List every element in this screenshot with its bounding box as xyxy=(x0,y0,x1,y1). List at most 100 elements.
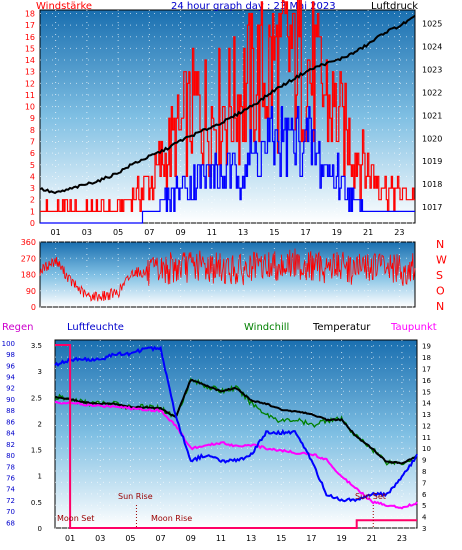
temp-tick-label: 3 xyxy=(422,525,426,533)
temp-tick-label: 7 xyxy=(422,479,426,487)
left-tick-label: 13 xyxy=(25,68,35,77)
rain-tick-label: 2 xyxy=(38,420,42,428)
left-tick-label: 0 xyxy=(30,219,35,228)
rain-label: Regen xyxy=(2,322,34,333)
compass-label: S xyxy=(436,269,443,282)
compass-label: O xyxy=(436,285,445,298)
humidity-tick-label: 94 xyxy=(6,373,15,381)
left-tick-label: 5 xyxy=(30,161,35,170)
series-windchill xyxy=(54,377,418,466)
rain-tick-label: 3.5 xyxy=(31,342,42,350)
humidity-tick-label: 68 xyxy=(6,519,15,527)
x-tick-label: 07 xyxy=(144,228,154,237)
temp-tick-label: 16 xyxy=(422,377,431,385)
left-tick-label: 8 xyxy=(30,126,35,135)
humidity-tick-label: 92 xyxy=(6,385,15,393)
series-dewpoint xyxy=(54,400,418,510)
temp-tick-label: 17 xyxy=(422,365,431,373)
left-tick-label: 12 xyxy=(25,79,35,88)
x-tick-label: 01 xyxy=(51,228,61,237)
right-tick-label: 1023 xyxy=(422,66,442,75)
humidity-tick-label: 96 xyxy=(6,362,15,370)
humidity-tick-label: 84 xyxy=(6,430,15,438)
x-tick-label: 15 xyxy=(276,534,286,543)
x-tick-label: 21 xyxy=(367,534,377,543)
humidity-tick-label: 88 xyxy=(6,407,15,415)
temp-tick-label: 11 xyxy=(422,434,431,442)
dewpoint-label: Taupunkt xyxy=(390,322,437,333)
series-temperature xyxy=(54,378,418,465)
series-humidity xyxy=(54,345,418,503)
x-tick-label: 21 xyxy=(363,228,373,237)
rain-tick-label: 1 xyxy=(38,473,42,481)
temp-tick-label: 15 xyxy=(422,388,431,396)
left-tick-label: 10 xyxy=(25,103,35,112)
temp-tick-label: 10 xyxy=(422,445,431,453)
right-tick-label: 1019 xyxy=(422,157,442,166)
temp-tick-label: 12 xyxy=(422,422,431,430)
humidity-tick-label: 82 xyxy=(6,441,15,449)
x-tick-label: 19 xyxy=(336,534,346,543)
left-tick-label: 16 xyxy=(25,33,35,42)
temp-tick-label: 19 xyxy=(422,343,431,351)
humidity-tick-label: 74 xyxy=(6,486,15,494)
left-tick-label: 3 xyxy=(30,184,35,193)
left-tick-label: 17 xyxy=(25,21,35,30)
series-wind-gust xyxy=(40,106,415,224)
direction-tick-label: 90 xyxy=(26,287,36,296)
humidity-tick-label: 78 xyxy=(6,463,15,471)
x-tick-label: 15 xyxy=(269,228,279,237)
left-tick-label: 9 xyxy=(30,114,35,123)
direction-tick-label: 360 xyxy=(21,238,36,247)
left-tick-label: 11 xyxy=(25,91,35,100)
rain-tick-label: 1.5 xyxy=(31,447,42,455)
rain-tick-label: 0 xyxy=(38,525,42,533)
temp-tick-label: 18 xyxy=(422,354,431,362)
x-tick-label: 17 xyxy=(306,534,316,543)
humidity-tick-label: 86 xyxy=(6,418,15,426)
moon-rise-label: Moon Rise xyxy=(151,514,192,523)
x-tick-label: 01 xyxy=(65,534,75,543)
series-wind-strength xyxy=(40,0,415,212)
humidity-tick-label: 80 xyxy=(6,452,15,460)
left-tick-label: 14 xyxy=(25,56,35,65)
wind-pressure-plot-area xyxy=(39,9,416,224)
wind-strength-label: Windstärke xyxy=(36,1,92,12)
right-tick-label: 1025 xyxy=(422,20,442,29)
right-tick-label: 1021 xyxy=(422,111,442,120)
humidity-tick-label: 90 xyxy=(6,396,15,404)
humidity-tick-label: 100 xyxy=(2,340,15,348)
x-tick-label: 17 xyxy=(301,228,311,237)
left-tick-label: 6 xyxy=(30,149,35,158)
x-tick-label: 05 xyxy=(113,228,123,237)
compass-label: W xyxy=(436,254,447,267)
x-tick-label: 09 xyxy=(186,534,196,543)
x-tick-label: 09 xyxy=(176,228,186,237)
humidity-label: Luftfeuchte xyxy=(67,322,124,333)
temp-tick-label: 8 xyxy=(422,468,426,476)
temperature-label: Temperatur xyxy=(312,322,371,333)
left-tick-label: 15 xyxy=(25,44,35,53)
temp-tick-label: 4 xyxy=(422,514,427,522)
x-tick-label: 07 xyxy=(155,534,165,543)
right-tick-label: 1018 xyxy=(422,180,442,189)
right-tick-label: 1024 xyxy=(422,43,442,52)
x-tick-label: 23 xyxy=(397,534,407,543)
series-rain xyxy=(55,344,417,529)
left-tick-label: 7 xyxy=(30,138,35,147)
left-tick-label: 18 xyxy=(25,9,35,18)
humidity-tick-label: 70 xyxy=(6,508,15,516)
temp-tick-label: 14 xyxy=(422,400,431,408)
sun-set-label: Sun Set xyxy=(355,492,386,501)
wind-pressure-chart: 01 03 05 07 09 11 13 15 17 19 21 230123456789101112… xyxy=(25,0,442,237)
compass-label: N xyxy=(436,300,444,313)
temp-tick-label: 9 xyxy=(422,457,426,465)
x-tick-label: 05 xyxy=(125,534,135,543)
x-tick-label: 11 xyxy=(207,228,217,237)
temp-tick-label: 6 xyxy=(422,491,427,499)
temp-tick-label: 13 xyxy=(422,411,431,419)
x-tick-label: 23 xyxy=(394,228,404,237)
x-tick-label: 13 xyxy=(246,534,256,543)
x-tick-label: 03 xyxy=(95,534,105,543)
